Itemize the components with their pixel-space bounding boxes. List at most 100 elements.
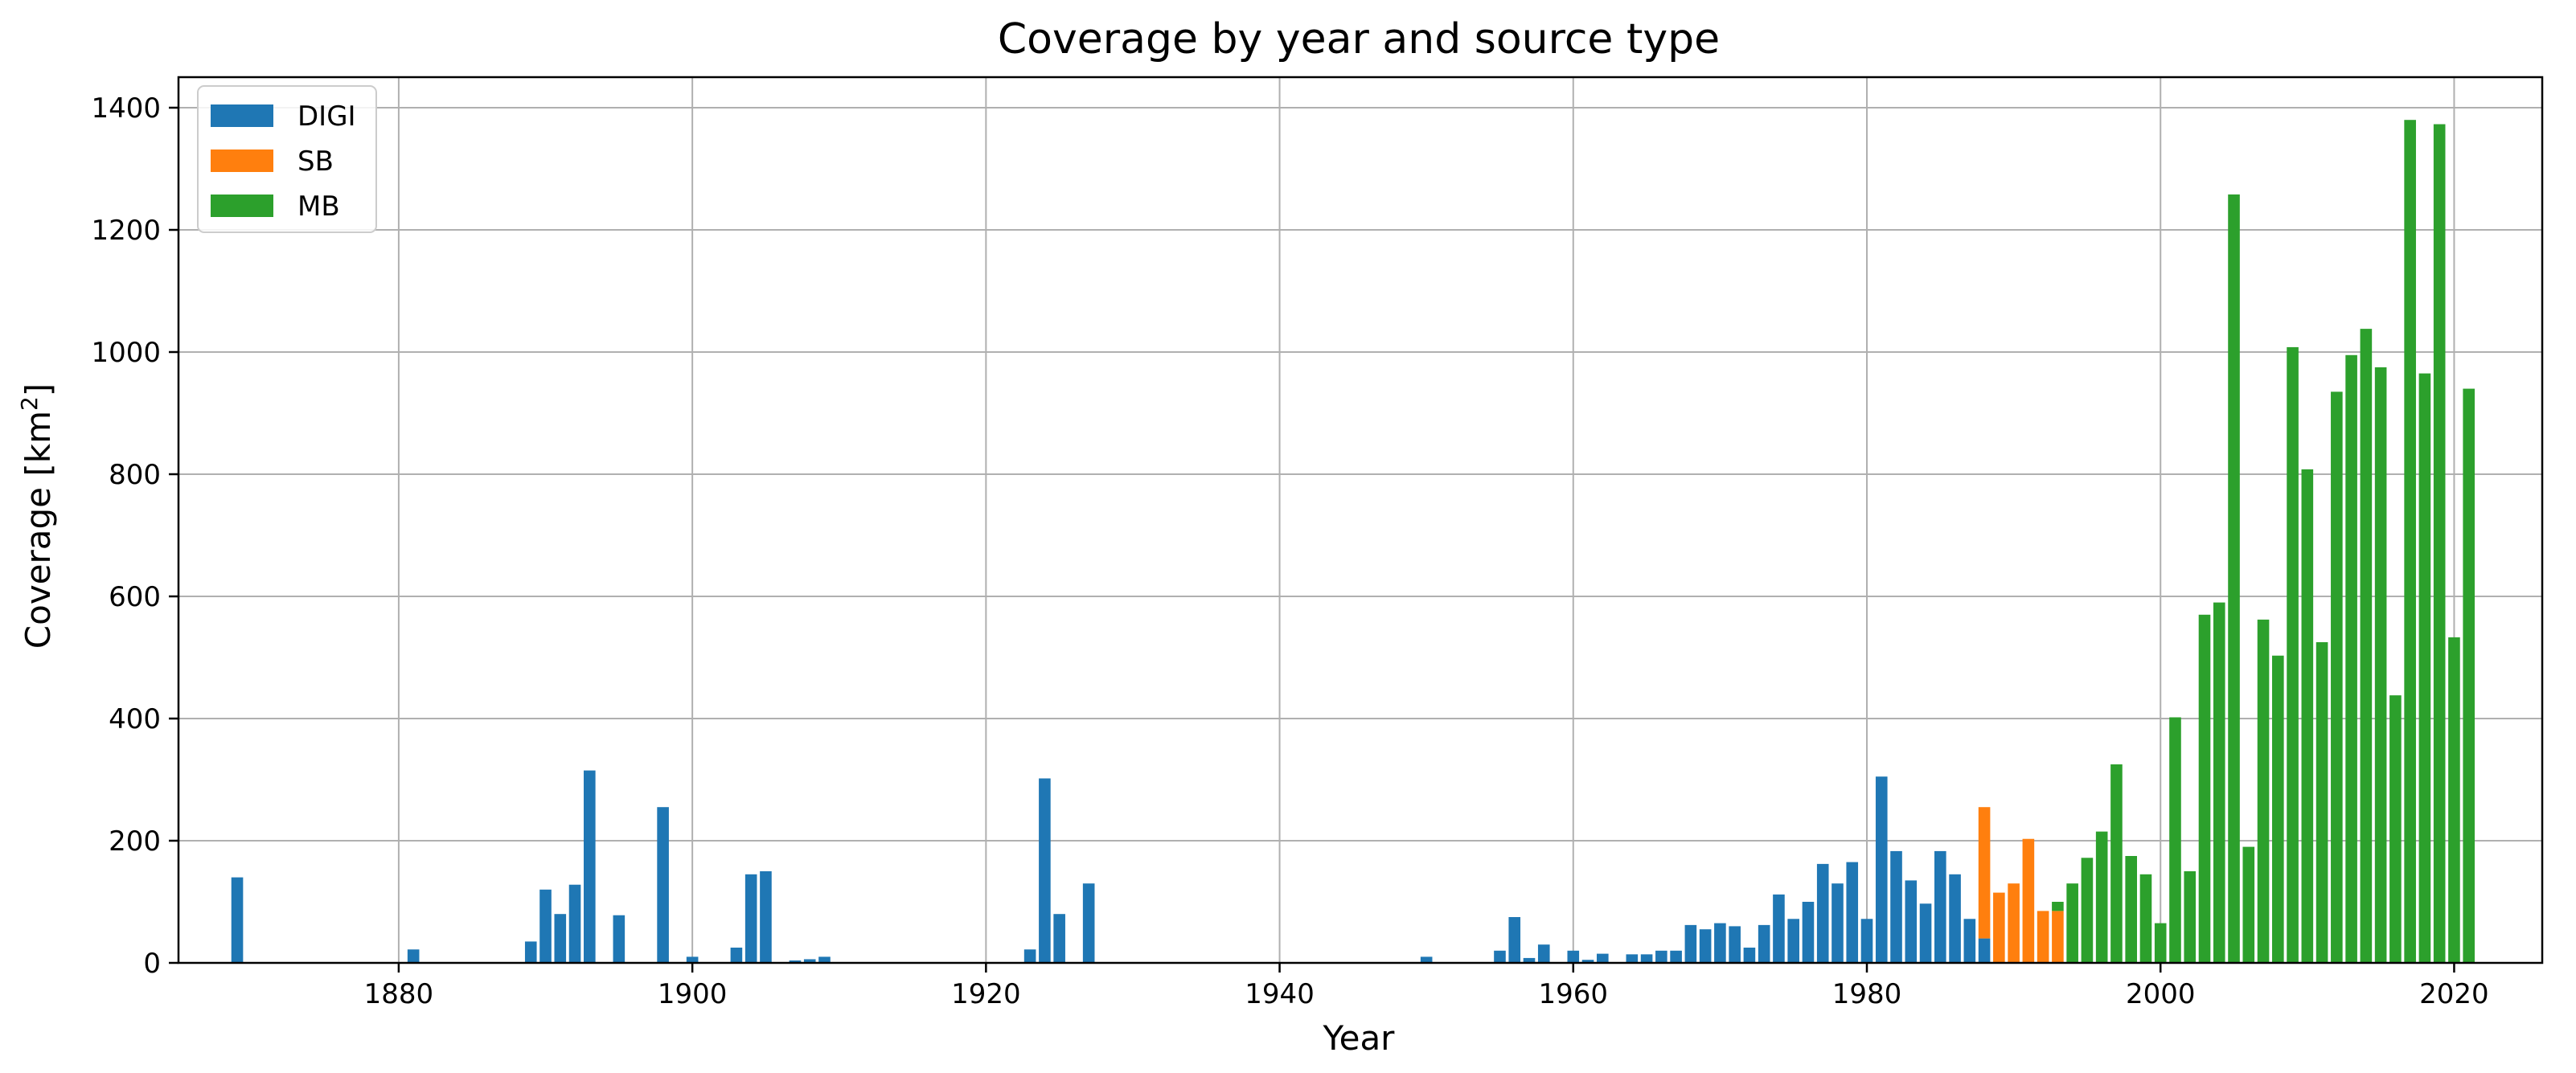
bar-digi bbox=[1743, 948, 1756, 963]
bar-digi bbox=[1934, 850, 1946, 963]
bar-digi bbox=[1846, 862, 1859, 963]
legend-label-mb: MB bbox=[297, 190, 340, 223]
bar-digi bbox=[554, 914, 567, 963]
bar-mb bbox=[2389, 695, 2402, 963]
legend-label-sb: SB bbox=[297, 145, 334, 178]
bar-digi bbox=[524, 941, 537, 963]
y-axis-title-superscript: 2 bbox=[16, 396, 43, 411]
bar-digi bbox=[1816, 863, 1829, 963]
bar-mb bbox=[2272, 655, 2284, 963]
bar-digi bbox=[1919, 903, 1932, 963]
bar-mb bbox=[2184, 871, 2197, 963]
legend-swatch-sb bbox=[211, 149, 273, 172]
bar-mb bbox=[2110, 764, 2123, 963]
bar-mb bbox=[2228, 194, 2240, 964]
bar-digi bbox=[1640, 954, 1653, 963]
x-tick-label: 1940 bbox=[1245, 978, 1315, 1010]
bar-mb bbox=[2169, 717, 2181, 963]
bar-digi bbox=[1670, 950, 1682, 963]
bar-mb bbox=[2066, 883, 2078, 963]
bar-digi bbox=[1905, 880, 1918, 963]
bar-digi bbox=[568, 884, 581, 963]
chart-title: Coverage by year and source type bbox=[998, 15, 1720, 63]
y-tick-label: 1400 bbox=[91, 92, 161, 125]
bars bbox=[231, 120, 2475, 964]
y-tick-label: 200 bbox=[109, 825, 161, 858]
bar-digi bbox=[613, 915, 626, 963]
bar-digi bbox=[1053, 914, 1065, 963]
bar-mb bbox=[2257, 619, 2270, 963]
bar-digi bbox=[1420, 956, 1433, 963]
bar-sb bbox=[1993, 892, 2005, 963]
bar-digi bbox=[1523, 957, 1536, 963]
bar-mb bbox=[2433, 124, 2446, 963]
bar-mb bbox=[2139, 874, 2152, 963]
x-tick-label: 2000 bbox=[2126, 978, 2196, 1010]
bar-digi bbox=[1714, 923, 1726, 963]
axis-ticks: 1880 1900 1920 1940 1960 1980 2000 2020 0 200 400 6… bbox=[91, 92, 2488, 1010]
bar-digi bbox=[1773, 894, 1785, 963]
bar-digi bbox=[1758, 924, 1770, 963]
bar-mb bbox=[2331, 391, 2343, 963]
bar-digi bbox=[539, 889, 552, 963]
x-tick-label: 1880 bbox=[364, 978, 434, 1010]
bar-digi bbox=[1655, 950, 1667, 963]
bar-mb bbox=[2301, 469, 2314, 963]
plot-frame bbox=[177, 76, 2544, 964]
bar-digi bbox=[818, 956, 831, 963]
bar-digi bbox=[1626, 954, 1639, 963]
y-axis-title: Coverage [km2] bbox=[16, 383, 58, 649]
bar-mb bbox=[2125, 856, 2137, 963]
y-axis-title-text: Coverage [km bbox=[18, 411, 58, 649]
bar-digi bbox=[1890, 850, 1902, 963]
bar-digi bbox=[686, 956, 699, 963]
x-tick-label: 2020 bbox=[2419, 978, 2489, 1010]
bar-digi bbox=[1802, 902, 1815, 963]
x-tick-label: 1960 bbox=[1539, 978, 1609, 1010]
bar-digi bbox=[789, 960, 802, 963]
bar-mb bbox=[2242, 846, 2255, 963]
bar-mb bbox=[2287, 346, 2299, 963]
bar-digi bbox=[1978, 938, 1991, 963]
bar-mb bbox=[2345, 354, 2357, 963]
bar-digi bbox=[657, 807, 669, 963]
bar-digi bbox=[1860, 919, 1873, 963]
bar-digi bbox=[584, 770, 596, 963]
bar-digi bbox=[744, 874, 757, 963]
bar-mb bbox=[2404, 120, 2416, 964]
bar-digi bbox=[730, 948, 743, 963]
y-tick-label: 1200 bbox=[91, 215, 161, 247]
bar-digi bbox=[1787, 919, 1799, 963]
bar-sb bbox=[2008, 883, 2020, 963]
bar-digi bbox=[1949, 874, 1961, 963]
x-axis-title: Year bbox=[1323, 1018, 1396, 1058]
y-tick-label: 800 bbox=[109, 459, 161, 491]
y-tick-label: 400 bbox=[109, 703, 161, 735]
x-tick-label: 1920 bbox=[951, 978, 1021, 1010]
bar-sb bbox=[2037, 911, 2049, 963]
legend-label-digi: DIGI bbox=[297, 100, 356, 133]
bar-mb bbox=[2418, 373, 2431, 964]
bar-digi bbox=[1023, 949, 1036, 963]
bar-digi bbox=[1729, 926, 1741, 963]
bar-digi bbox=[231, 877, 244, 963]
legend: DIGI SB MB bbox=[197, 85, 377, 233]
bar-mb bbox=[2360, 329, 2373, 963]
bar-mb bbox=[2095, 831, 2108, 963]
bar-digi bbox=[1082, 883, 1095, 963]
bar-digi bbox=[1875, 776, 1888, 963]
bar-digi bbox=[1494, 950, 1506, 963]
bar-mb bbox=[2052, 902, 2064, 911]
bar-mb bbox=[2213, 602, 2225, 963]
bar-digi bbox=[1508, 917, 1521, 963]
bar-mb bbox=[2463, 388, 2475, 964]
bar-sb bbox=[2052, 911, 2064, 963]
x-tick-label: 1980 bbox=[1832, 978, 1902, 1010]
bar-digi bbox=[1832, 883, 1844, 963]
y-tick-label: 1000 bbox=[91, 337, 161, 369]
bar-digi bbox=[803, 959, 816, 963]
y-tick-label: 0 bbox=[143, 948, 161, 980]
y-tick-label: 600 bbox=[109, 581, 161, 613]
x-tick-label: 1900 bbox=[658, 978, 728, 1010]
